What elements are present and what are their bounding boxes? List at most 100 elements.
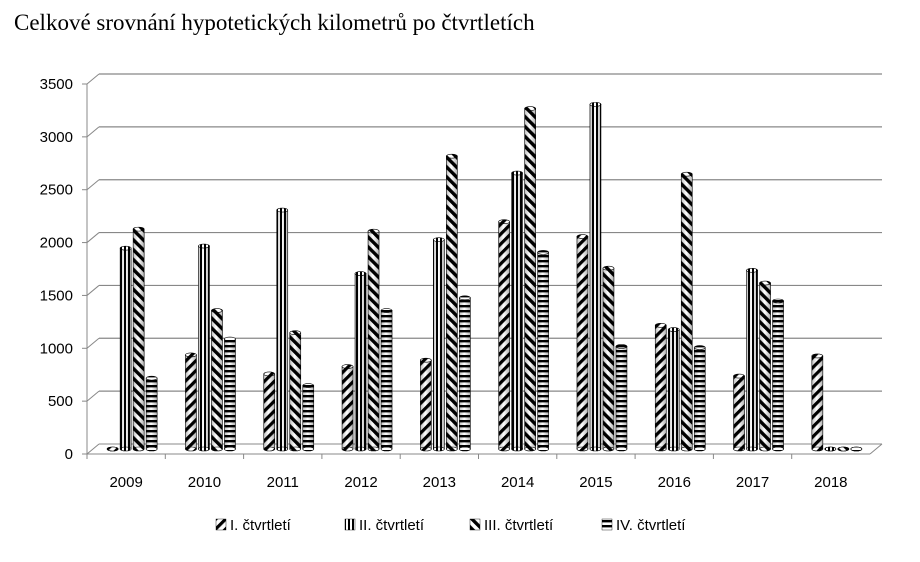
- bar-shade: [668, 329, 680, 449]
- bar-top: [211, 308, 223, 313]
- bar: [302, 383, 315, 452]
- bar-base: [302, 446, 315, 452]
- bar-base: [524, 446, 536, 452]
- bar: [576, 234, 589, 452]
- bar: [354, 271, 367, 452]
- bar-top: [145, 375, 158, 381]
- bar: [589, 102, 602, 452]
- bar: [837, 446, 850, 452]
- bar-base: [367, 446, 380, 452]
- bar: [537, 250, 549, 452]
- bar-shade: [289, 332, 301, 449]
- bar-shade: [381, 310, 393, 449]
- floor-edge-right: [869, 443, 883, 455]
- bar-top: [420, 357, 432, 363]
- bar-base: [380, 446, 393, 452]
- bar-top: [667, 327, 680, 332]
- bar-shade: [342, 366, 354, 449]
- bar-top: [615, 344, 628, 349]
- bar-top: [367, 228, 380, 234]
- gridline-side: [86, 337, 100, 349]
- x-tick-label: 2017: [736, 474, 769, 491]
- bar-shade: [733, 376, 745, 449]
- bar-top: [680, 171, 693, 177]
- gridline-side: [86, 390, 100, 402]
- bar: [615, 344, 628, 452]
- bar-base: [224, 446, 236, 452]
- bar-top: [511, 170, 523, 176]
- bar-top: [524, 106, 536, 111]
- bar-shade: [120, 248, 132, 449]
- bar-shade: [602, 268, 614, 449]
- bar-top: [276, 207, 289, 213]
- bar-base: [433, 446, 445, 452]
- bar-top: [289, 330, 302, 336]
- bar-shade: [211, 310, 223, 449]
- bar-top: [302, 383, 315, 388]
- bar-base: [602, 446, 615, 452]
- bar-top: [654, 323, 667, 328]
- bar-base: [680, 446, 693, 452]
- bar: [433, 237, 445, 452]
- bar-base: [198, 446, 210, 452]
- bar-shade: [655, 325, 667, 449]
- bar-top: [850, 446, 863, 452]
- bar-shade: [511, 173, 523, 450]
- bar-shade: [185, 354, 197, 449]
- bar: [498, 219, 510, 452]
- bar: [224, 336, 236, 452]
- bar-base: [759, 446, 771, 452]
- bar-base: [341, 446, 354, 452]
- x-tick-label: 2012: [344, 474, 377, 491]
- gridline-side: [86, 232, 100, 243]
- bar: [276, 207, 289, 452]
- y-tick-label: 500: [48, 393, 73, 410]
- bar-base: [459, 446, 471, 452]
- x-tick-label: 2016: [658, 474, 691, 491]
- bar: [746, 268, 758, 452]
- bar-top: [224, 336, 236, 342]
- bar: [185, 352, 197, 452]
- bar-shade: [446, 156, 458, 449]
- bar-base: [693, 446, 706, 452]
- bar-shade: [746, 270, 758, 449]
- x-tick-label: 2013: [423, 474, 456, 491]
- bar-shade: [811, 355, 823, 449]
- legend-swatch: [215, 518, 227, 531]
- bar: [263, 371, 276, 452]
- bar-top: [106, 446, 119, 452]
- bar-top: [446, 153, 458, 159]
- legend-swatch: [344, 518, 356, 531]
- bar-base: [511, 446, 523, 452]
- bar: [654, 323, 667, 452]
- bar: [380, 308, 393, 452]
- bar-top: [824, 446, 837, 452]
- bar-shade: [420, 360, 432, 449]
- bar-shade: [772, 301, 784, 449]
- bar-top: [602, 265, 615, 271]
- bar-base: [589, 446, 602, 452]
- bar-shade: [224, 339, 236, 449]
- bar-shade: [576, 236, 588, 449]
- gridline-side: [86, 126, 100, 138]
- chart-title: Celkové srovnání hypotetických kilometrů…: [14, 10, 535, 35]
- bar-base: [811, 446, 824, 452]
- bar-shade: [355, 273, 367, 449]
- bar-top: [772, 298, 784, 304]
- bar-top: [119, 245, 132, 251]
- bar-shade: [368, 231, 380, 449]
- bar-top: [746, 268, 758, 273]
- bar-shade: [459, 297, 471, 449]
- bar-shade: [433, 239, 445, 449]
- bar-shade: [524, 108, 536, 449]
- bar: [772, 298, 784, 452]
- bar-shade: [615, 346, 627, 449]
- bar: [693, 345, 706, 452]
- bar-shade: [146, 378, 158, 449]
- bar: [850, 446, 863, 452]
- bar-top: [185, 352, 197, 358]
- legend-label: II. čtvrtletí: [359, 517, 425, 534]
- bar-base: [733, 446, 745, 452]
- bar: [119, 245, 132, 452]
- bar-base: [185, 446, 197, 452]
